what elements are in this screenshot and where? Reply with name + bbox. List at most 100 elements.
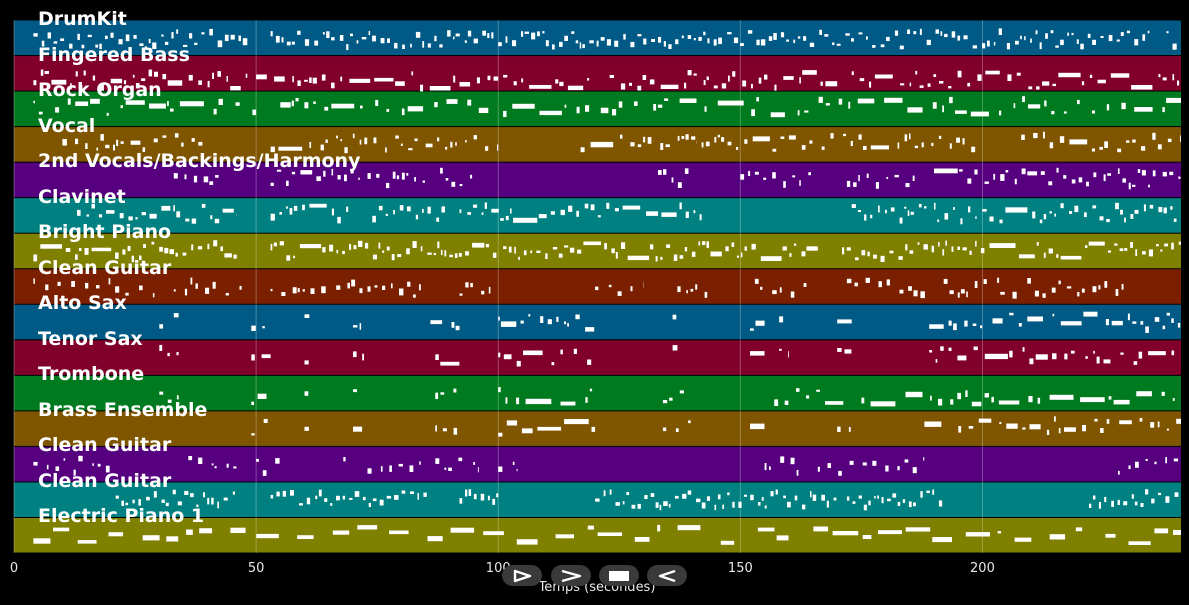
note xyxy=(1077,99,1080,105)
note xyxy=(596,40,599,47)
note xyxy=(900,83,905,86)
note xyxy=(622,205,641,210)
note xyxy=(173,205,175,212)
note xyxy=(363,496,366,501)
note xyxy=(465,489,468,497)
note xyxy=(1111,320,1123,326)
note xyxy=(415,31,421,38)
note xyxy=(1006,423,1018,429)
note xyxy=(804,110,809,113)
note xyxy=(809,140,813,144)
note xyxy=(614,40,619,47)
note xyxy=(505,36,508,43)
note xyxy=(677,286,681,293)
note xyxy=(310,288,315,294)
note xyxy=(649,79,655,85)
note xyxy=(948,320,952,326)
note xyxy=(142,147,146,152)
note xyxy=(464,40,467,43)
note xyxy=(701,502,706,509)
note xyxy=(1013,103,1016,109)
note xyxy=(820,81,823,86)
note xyxy=(360,105,363,109)
note xyxy=(1120,32,1124,36)
note xyxy=(274,76,285,82)
note xyxy=(108,532,124,537)
note xyxy=(162,74,167,80)
note xyxy=(223,497,228,501)
note xyxy=(733,37,739,44)
note xyxy=(1046,429,1050,435)
note xyxy=(756,39,760,46)
note xyxy=(85,282,89,289)
note xyxy=(1022,347,1025,352)
note xyxy=(897,466,900,471)
stop-button[interactable] xyxy=(599,565,639,586)
note xyxy=(1142,251,1146,255)
note xyxy=(763,177,767,180)
note xyxy=(105,465,110,473)
note xyxy=(687,70,692,76)
note xyxy=(590,204,595,211)
note xyxy=(367,173,371,179)
note xyxy=(1132,184,1136,187)
note xyxy=(81,44,85,49)
note xyxy=(96,285,100,289)
note xyxy=(1040,171,1045,175)
note xyxy=(401,172,405,180)
note xyxy=(904,134,908,142)
track-notes xyxy=(173,167,1181,190)
note xyxy=(1143,204,1146,212)
note xyxy=(447,30,451,37)
note xyxy=(434,35,437,42)
note xyxy=(1119,248,1124,252)
play-button[interactable] xyxy=(502,565,542,586)
note xyxy=(353,351,357,358)
note xyxy=(1054,416,1056,422)
note xyxy=(299,244,322,249)
note xyxy=(609,75,614,78)
note xyxy=(899,45,904,50)
note xyxy=(796,388,800,392)
note xyxy=(772,148,777,152)
note xyxy=(120,105,123,109)
note xyxy=(657,524,661,532)
note xyxy=(326,31,330,38)
note xyxy=(1045,33,1048,39)
note xyxy=(1103,174,1106,182)
note xyxy=(880,255,885,262)
note xyxy=(135,83,140,89)
note xyxy=(368,502,371,507)
note xyxy=(1134,39,1139,46)
note xyxy=(173,173,178,179)
note xyxy=(545,253,548,259)
note xyxy=(611,248,615,254)
note xyxy=(837,426,841,432)
note xyxy=(407,106,424,112)
note xyxy=(425,143,433,148)
note xyxy=(1108,396,1112,400)
note xyxy=(774,399,779,406)
note xyxy=(1173,458,1179,462)
note xyxy=(304,391,309,396)
note xyxy=(975,216,977,219)
note xyxy=(870,401,896,407)
note xyxy=(695,284,698,290)
note xyxy=(97,463,101,467)
note xyxy=(854,282,858,287)
note xyxy=(53,41,58,44)
note xyxy=(378,242,381,249)
note xyxy=(757,527,775,532)
note xyxy=(67,98,71,105)
note xyxy=(226,76,228,82)
note xyxy=(251,325,256,331)
note xyxy=(190,493,194,498)
note xyxy=(1077,292,1080,297)
rewind-button[interactable] xyxy=(647,565,687,586)
note xyxy=(761,497,764,501)
fast-forward-button[interactable] xyxy=(551,565,591,586)
note xyxy=(744,246,747,251)
note xyxy=(850,140,853,147)
note xyxy=(1066,286,1072,289)
note xyxy=(1067,32,1069,36)
